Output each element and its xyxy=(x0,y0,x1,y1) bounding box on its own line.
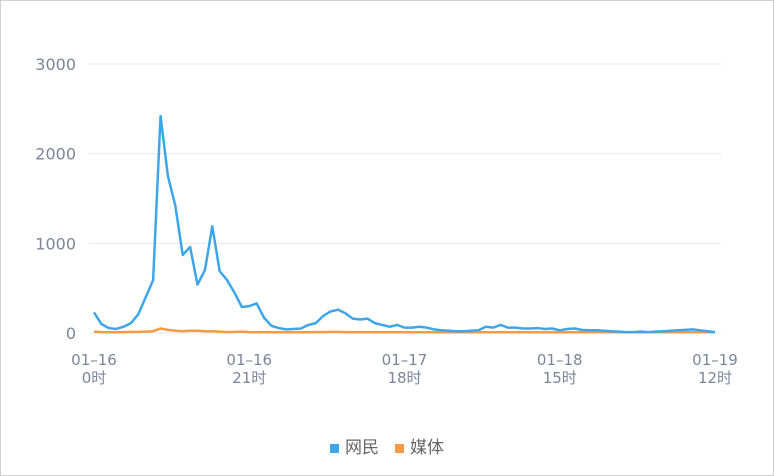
y-tick-label: 1000 xyxy=(35,234,76,253)
x-tick-label: 01–16 21时 xyxy=(226,351,273,387)
y-tick-label: 0 xyxy=(66,324,76,343)
legend-swatch xyxy=(330,443,339,453)
data-line xyxy=(92,114,716,334)
x-tick-label: 01–16 0时 xyxy=(71,351,117,387)
legend-item[interactable]: 网民 xyxy=(330,433,379,458)
legend: 网民 媒体 xyxy=(1,433,773,458)
legend-item[interactable]: 媒体 xyxy=(395,433,444,458)
x-tick-label: 01–17 18时 xyxy=(381,351,428,387)
legend-label: 媒体 xyxy=(410,438,444,458)
legend-label: 网民 xyxy=(345,438,379,458)
y-tick-label: 2000 xyxy=(35,145,76,164)
x-tick-label: 01–19 12时 xyxy=(692,351,738,387)
legend-swatch xyxy=(395,443,404,453)
y-tick-label: 3000 xyxy=(35,55,76,74)
x-tick-label: 01–18 15时 xyxy=(536,351,583,387)
